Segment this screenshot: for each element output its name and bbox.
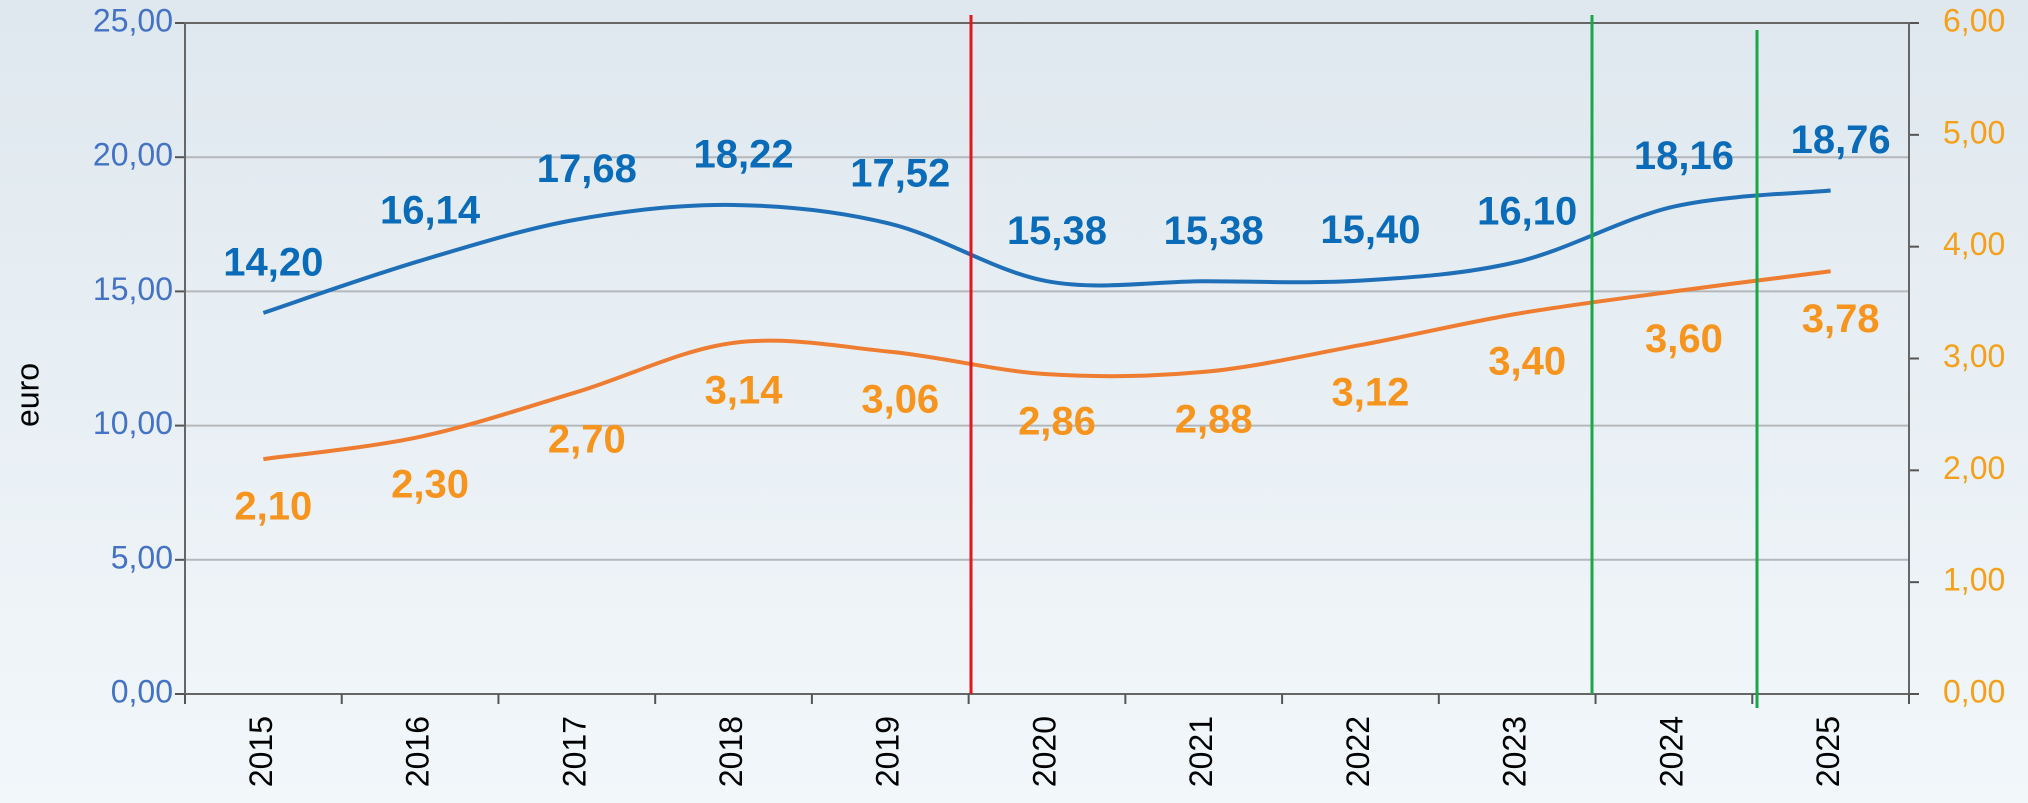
x-tick-label: 2019	[870, 716, 906, 787]
data-label: 15,40	[1320, 208, 1420, 252]
data-label: 2,88	[1175, 397, 1253, 441]
data-label: 18,22	[693, 133, 793, 177]
data-label: 17,68	[537, 147, 637, 191]
y-tick-label: 25,00	[93, 2, 173, 38]
y-tick-label: 10,00	[93, 405, 173, 441]
data-label: 15,38	[1007, 209, 1107, 253]
x-tick-label: 2025	[1810, 716, 1846, 787]
y2-tick-label: 1,00	[1943, 562, 2005, 598]
y2-tick-label: 4,00	[1943, 226, 2005, 262]
y2-tick-label: 5,00	[1943, 114, 2005, 150]
y2-tick-label: 3,00	[1943, 338, 2005, 374]
data-label: 3,12	[1332, 371, 1410, 415]
data-label: 3,14	[705, 368, 784, 412]
x-tick-label: 2018	[713, 716, 749, 787]
data-label: 2,70	[548, 418, 626, 462]
x-tick-label: 2024	[1653, 716, 1689, 787]
data-label: 16,14	[380, 188, 481, 232]
data-label: 17,52	[850, 151, 950, 195]
data-label: 2,10	[234, 485, 312, 529]
data-label: 2,86	[1018, 400, 1096, 444]
y-tick-label: 20,00	[93, 137, 173, 173]
y2-tick-label: 6,00	[1943, 2, 2005, 38]
data-label: 15,38	[1164, 209, 1264, 253]
series-line	[262, 188, 1831, 315]
data-label: 16,10	[1477, 189, 1577, 233]
plot-frame	[184, 22, 1910, 695]
x-tick-label: 2015	[243, 716, 279, 787]
x-tick-label: 2020	[1026, 716, 1062, 787]
data-label: 2,30	[391, 462, 469, 506]
y-axis-label: euro	[9, 363, 45, 427]
x-tick-label: 2016	[400, 716, 436, 787]
y-tick-label: 15,00	[93, 271, 173, 307]
data-label: 14,20	[223, 240, 323, 284]
series-line	[263, 269, 1831, 462]
x-tick-label: 2021	[1183, 716, 1219, 787]
y-tick-label: 5,00	[111, 539, 173, 575]
y2-tick-label: 0,00	[1943, 673, 2005, 709]
x-tick-label: 2022	[1340, 716, 1376, 787]
data-label: 3,06	[861, 377, 939, 421]
x-tick-label: 2017	[556, 716, 592, 787]
y-tick-label: 0,00	[111, 673, 173, 709]
data-label: 18,16	[1634, 134, 1734, 178]
data-label: 3,78	[1802, 297, 1880, 341]
data-label: 3,60	[1645, 317, 1723, 361]
data-label: 18,76	[1791, 118, 1891, 162]
x-tick-label: 2023	[1497, 716, 1533, 787]
y2-tick-label: 2,00	[1943, 450, 2005, 486]
data-label: 3,40	[1488, 339, 1566, 383]
